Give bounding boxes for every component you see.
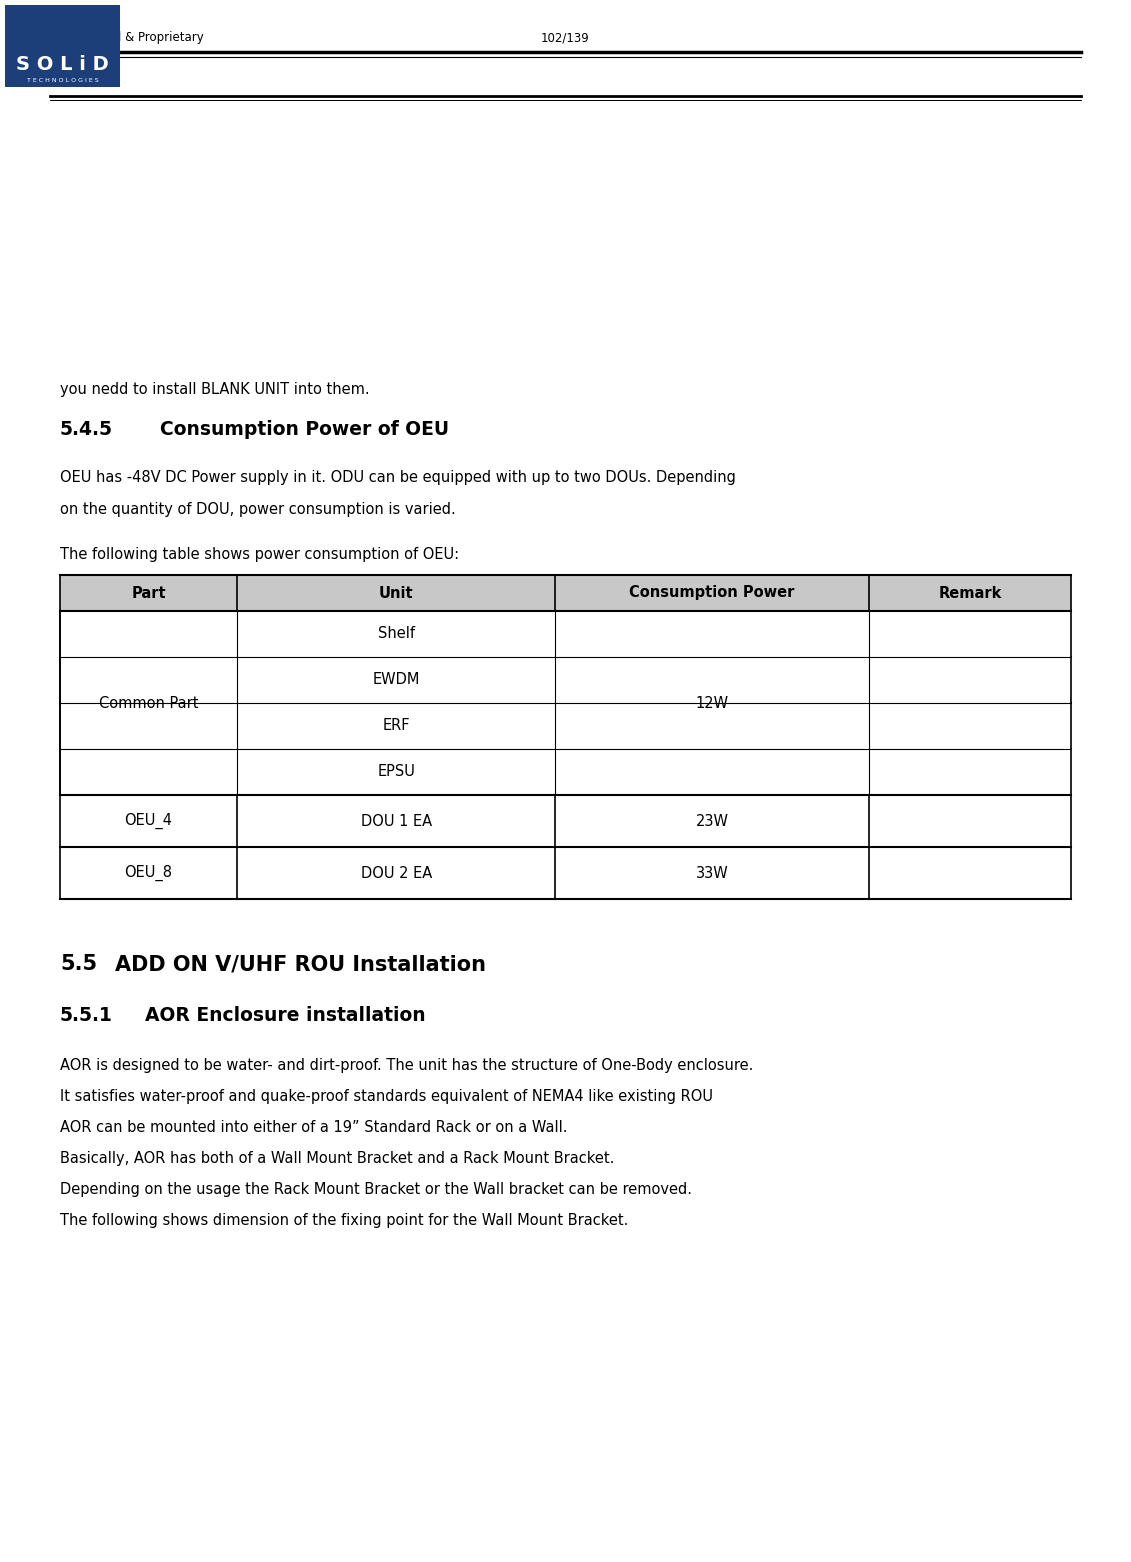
Text: Common Part: Common Part bbox=[98, 695, 198, 711]
Text: ADD ON V/UHF ROU Installation: ADD ON V/UHF ROU Installation bbox=[115, 954, 486, 975]
Text: you nedd to install BLANK UNIT into them.: you nedd to install BLANK UNIT into them… bbox=[60, 383, 370, 397]
Text: 5.5.1: 5.5.1 bbox=[60, 1006, 113, 1025]
Text: 12W: 12W bbox=[696, 695, 728, 711]
Text: It satisfies water-proof and quake-proof standards equivalent of NEMA4 like exis: It satisfies water-proof and quake-proof… bbox=[60, 1089, 713, 1104]
Text: 5.4.5: 5.4.5 bbox=[60, 420, 113, 439]
Text: Consumption Power of OEU: Consumption Power of OEU bbox=[159, 420, 449, 439]
Text: on the quantity of DOU, power consumption is varied.: on the quantity of DOU, power consumptio… bbox=[60, 501, 456, 517]
Text: ERF: ERF bbox=[382, 719, 409, 734]
Text: AOR can be mounted into either of a 19” Standard Rack or on a Wall.: AOR can be mounted into either of a 19” … bbox=[60, 1120, 568, 1136]
Text: Remark: Remark bbox=[939, 586, 1002, 600]
Text: OEU_4: OEU_4 bbox=[124, 812, 172, 829]
Text: 23W: 23W bbox=[696, 814, 728, 828]
Text: 33W: 33W bbox=[696, 865, 728, 881]
Bar bbox=[5, 5, 120, 87]
Text: Consumption Power: Consumption Power bbox=[630, 586, 795, 600]
Text: 102/139: 102/139 bbox=[541, 31, 590, 44]
Text: OEU_8: OEU_8 bbox=[124, 865, 172, 881]
Text: Basically, AOR has both of a Wall Mount Bracket and a Rack Mount Bracket.: Basically, AOR has both of a Wall Mount … bbox=[60, 1151, 614, 1165]
Text: The following table shows power consumption of OEU:: The following table shows power consumpt… bbox=[60, 547, 459, 562]
Text: AOR is designed to be water- and dirt-proof. The unit has the structure of One-B: AOR is designed to be water- and dirt-pr… bbox=[60, 1057, 753, 1073]
Text: DOU 2 EA: DOU 2 EA bbox=[361, 865, 432, 881]
Text: AOR Enclosure installation: AOR Enclosure installation bbox=[145, 1006, 425, 1025]
Text: EWDM: EWDM bbox=[372, 673, 420, 687]
Text: Part: Part bbox=[131, 586, 166, 600]
Text: Depending on the usage the Rack Mount Bracket or the Wall bracket can be removed: Depending on the usage the Rack Mount Br… bbox=[60, 1182, 692, 1196]
Bar bbox=[60, 575, 1071, 611]
Text: Unit: Unit bbox=[379, 586, 414, 600]
Text: Shelf: Shelf bbox=[378, 626, 415, 642]
Text: Confidential & Proprietary: Confidential & Proprietary bbox=[50, 31, 204, 44]
Text: T E C H N O L O G I E S: T E C H N O L O G I E S bbox=[27, 78, 98, 83]
Text: OEU has -48V DC Power supply in it. ODU can be equipped with up to two DOUs. Dep: OEU has -48V DC Power supply in it. ODU … bbox=[60, 470, 736, 484]
Text: The following shows dimension of the fixing point for the Wall Mount Bracket.: The following shows dimension of the fix… bbox=[60, 1214, 629, 1228]
Text: EPSU: EPSU bbox=[378, 764, 415, 779]
Text: DOU 1 EA: DOU 1 EA bbox=[361, 814, 432, 828]
Text: 5.5: 5.5 bbox=[60, 954, 97, 975]
Text: S O L i D: S O L i D bbox=[16, 55, 109, 73]
